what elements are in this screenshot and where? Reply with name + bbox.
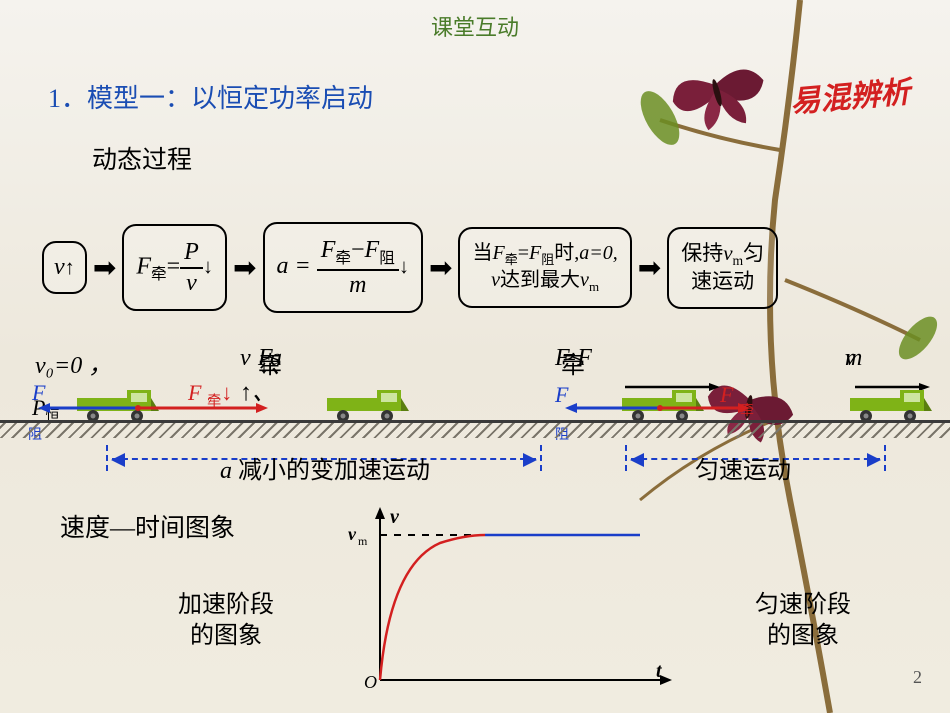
- truck-2: [325, 388, 410, 423]
- graph-y-label: v: [390, 506, 400, 528]
- flow-box-4: 当F牵=F阻时,a=0, v达到最大vm: [458, 227, 631, 308]
- flow-box-1: v: [42, 241, 87, 294]
- road-surface: [0, 420, 950, 438]
- phase-1-label: 加速阶段 的图象: [178, 590, 274, 652]
- graph-vm: v: [348, 524, 357, 544]
- segment-2-label: 匀速运动: [695, 450, 791, 485]
- arrow-icon: ➡: [429, 251, 452, 285]
- title-text: 模型一：以恒定功率启动: [87, 84, 373, 113]
- flow-row: v ➡ F牵=Pv ➡ a = F牵−F阻 m ➡ 当F牵=F阻时,a=0, v…: [42, 222, 778, 313]
- page-header: 课堂互动: [0, 10, 950, 42]
- segment-1-label: a 减小的变加速运动: [220, 450, 430, 485]
- arrow-icon: ➡: [93, 251, 116, 285]
- arrow-icon: ➡: [638, 251, 661, 285]
- flow-box-2: F牵=Pv: [122, 224, 227, 312]
- arrow-icon: ➡: [233, 251, 256, 285]
- state-3: F 牵=F: [555, 345, 561, 372]
- state-1: v₀=0 ，: [35, 345, 112, 380]
- state-labels: v₀=0 ， v ↑、 F牵↓、 a F 牵=F vm: [0, 345, 950, 375]
- graph-origin: O: [364, 672, 377, 690]
- page-number: 2: [913, 667, 922, 688]
- state-2: v ↑、 F牵↓、 a: [240, 345, 270, 372]
- truck-4: [848, 388, 933, 423]
- section-title: 1．模型一：以恒定功率启动: [48, 78, 373, 115]
- force-arrows-1: [38, 398, 268, 418]
- graph-vm-sub: m: [358, 534, 368, 548]
- subtitle: 动态过程: [92, 140, 192, 176]
- flow-box-5: 保持vm匀 速运动: [667, 227, 778, 309]
- seg-bar: [884, 445, 886, 471]
- seg-bar: [625, 445, 627, 471]
- force-arrows-3: [565, 398, 755, 418]
- seg-bar: [106, 445, 108, 471]
- vt-graph-title: 速度—时间图象: [60, 508, 235, 544]
- flow-box-3: a = F牵−F阻 m: [263, 222, 424, 313]
- vt-graph: v v m t O: [340, 505, 680, 690]
- seg-bar: [540, 445, 542, 471]
- phase-2-label: 匀速阶段 的图象: [755, 590, 851, 652]
- confuse-badge: 易混辨析: [788, 67, 911, 121]
- title-number: 1: [48, 84, 61, 113]
